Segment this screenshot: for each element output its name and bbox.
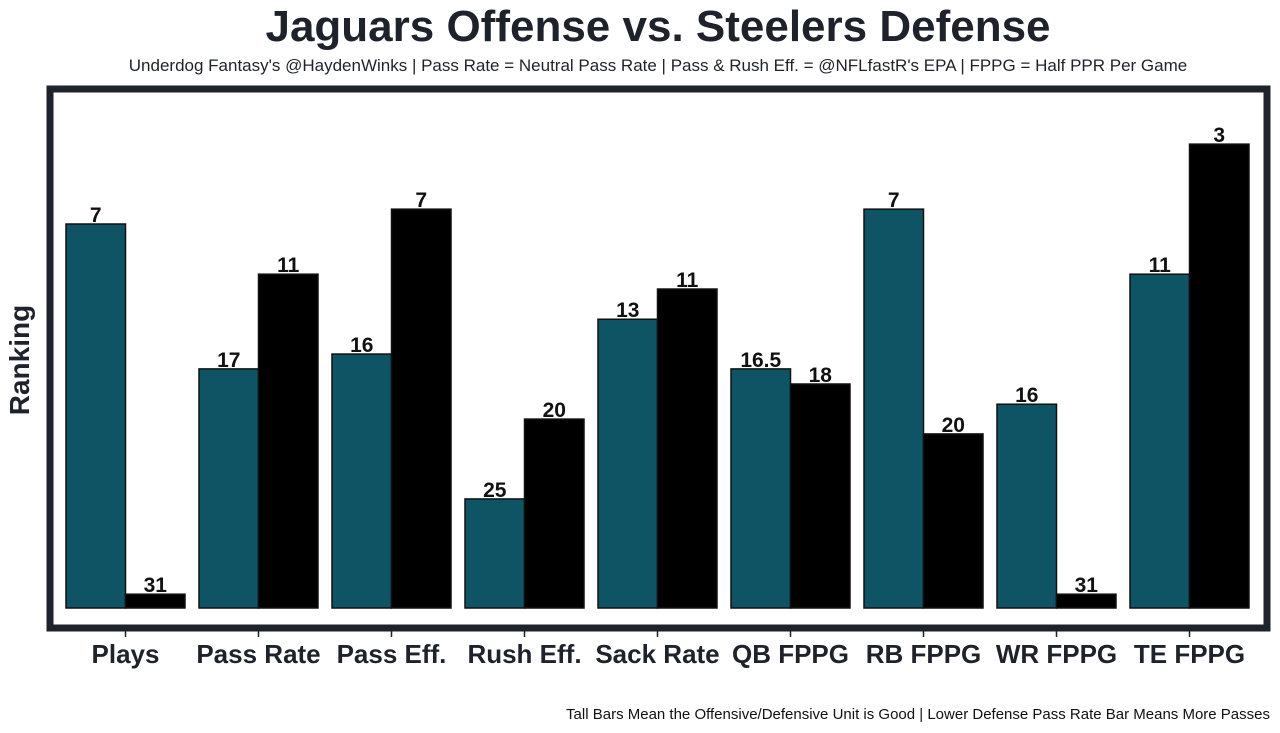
offense-value-label: 16.5: [740, 349, 781, 372]
offense-bar-pass-rate: [198, 368, 260, 609]
offense-value-label: 11: [1149, 254, 1172, 277]
defense-value-label: 11: [676, 269, 699, 292]
offense-bar-rb-fppg: [863, 208, 925, 609]
chart-subtitle: Underdog Fantasy's @HaydenWinks | Pass R…: [128, 56, 1188, 75]
offense-bar-pass-eff: [331, 353, 393, 609]
defense-bar-pass-eff: [390, 208, 452, 609]
chart-footnote: Tall Bars Mean the Offensive/Defensive U…: [566, 706, 1270, 723]
chart-title: Jaguars Offense vs. Steelers Defense: [265, 2, 1051, 51]
offense-bar-te-fppg: [1129, 273, 1191, 609]
defense-value-label: 20: [942, 414, 965, 437]
offense-bar-wr-fppg: [996, 403, 1058, 609]
offense-bar-sack-rate: [597, 318, 659, 609]
defense-value-label: 3: [1213, 124, 1225, 147]
defense-value-label: 20: [543, 399, 566, 422]
offense-value-label: 16: [1015, 384, 1038, 407]
defense-bar-te-fppg: [1188, 143, 1250, 609]
defense-bar-qb-fppg: [789, 383, 851, 609]
offense-value-label: 17: [217, 349, 240, 372]
x-tick-label: Pass Eff.: [337, 639, 447, 669]
defense-bar-rb-fppg: [922, 433, 984, 609]
offense-bar-rush-eff: [464, 498, 526, 609]
x-tick-label: TE FPPG: [1134, 639, 1245, 669]
x-tick-label: Plays: [92, 639, 160, 669]
x-tick-label: WR FPPG: [996, 639, 1117, 669]
defense-value-label: 18: [809, 364, 833, 387]
offense-value-label: 13: [616, 299, 639, 322]
x-tick-label: Sack Rate: [595, 639, 719, 669]
offense-bar-plays: [65, 223, 127, 609]
offense-bar-qb-fppg: [730, 368, 792, 609]
defense-value-label: 31: [144, 574, 168, 597]
offense-value-label: 7: [888, 189, 900, 212]
offense-value-label: 25: [483, 479, 507, 502]
defense-bar-sack-rate: [656, 288, 718, 609]
plot-frame: [46, 85, 1271, 632]
defense-value-label: 11: [277, 254, 300, 277]
offense-value-label: 16: [350, 334, 373, 357]
x-tick-label: RB FPPG: [866, 639, 982, 669]
defense-value-label: 7: [415, 189, 427, 212]
defense-bar-rush-eff: [523, 418, 585, 609]
x-tick-label: QB FPPG: [732, 639, 849, 669]
offense-value-label: 7: [90, 204, 102, 227]
defense-bar-wr-fppg: [1055, 593, 1117, 609]
defense-bar-pass-rate: [257, 273, 319, 609]
x-tick-label: Pass Rate: [196, 639, 320, 669]
defense-value-label: 31: [1075, 574, 1099, 597]
defense-bar-plays: [124, 593, 186, 609]
x-tick-label: Rush Eff.: [467, 639, 581, 669]
